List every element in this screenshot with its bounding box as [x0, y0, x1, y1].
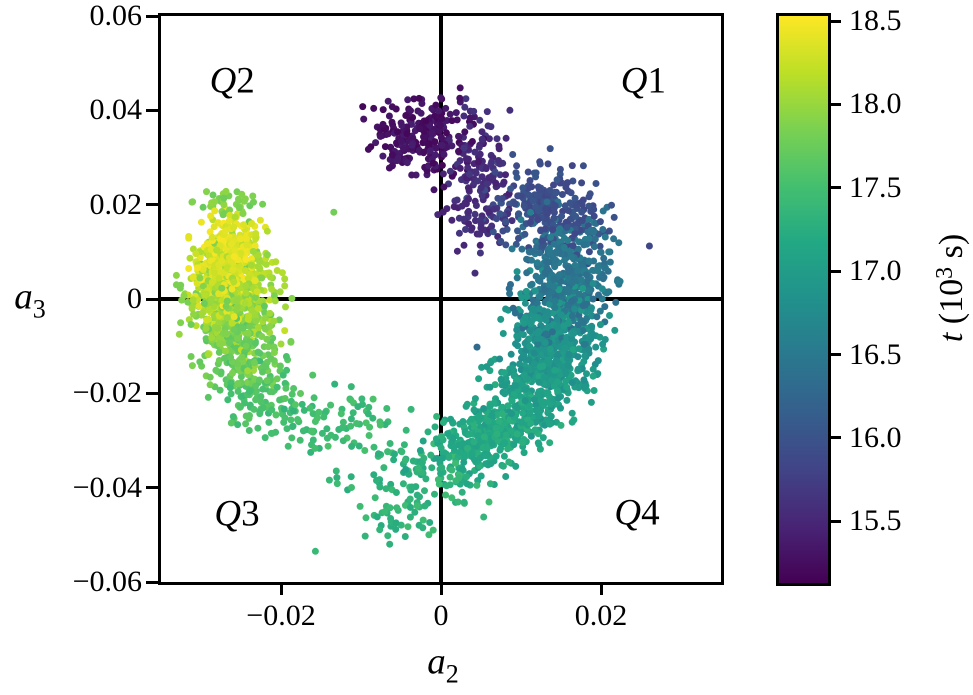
- quadrant-q4-number: 4: [641, 492, 660, 534]
- colorbar-tick-label: 17.5: [849, 170, 902, 204]
- x-axis-subscript: 2: [445, 659, 459, 689]
- quadrant-q2-number: 2: [236, 60, 255, 102]
- colorbar-gradient: [779, 16, 828, 583]
- colorbar-tick-mark: [831, 102, 841, 106]
- x-axis-title: a2: [427, 641, 459, 688]
- y-tick-label: −0.02: [72, 376, 142, 410]
- colorbar-tick-label: 15.5: [849, 504, 902, 538]
- y-zero-line: [161, 297, 721, 301]
- quadrant-q2-letter: Q: [209, 60, 237, 102]
- quadrant-label-q4: Q4: [614, 495, 659, 532]
- colorbar-tick-mark: [831, 269, 841, 273]
- y-tick-label: 0.04: [89, 93, 143, 127]
- x-tick-label: 0.02: [574, 599, 628, 632]
- y-tick-label: 0.06: [89, 0, 143, 32]
- colorbar-tick-mark: [831, 436, 841, 440]
- colorbar-tick-label: 18.0: [849, 87, 902, 121]
- colorbar-tick-mark: [831, 519, 841, 523]
- y-tick-label: −0.04: [72, 470, 142, 504]
- quadrant-label-q3: Q3: [214, 496, 259, 533]
- colorbar-tick-label: 16.5: [849, 337, 902, 371]
- y-tick-mark: [146, 297, 158, 301]
- quadrant-q3-letter: Q: [214, 493, 242, 535]
- y-axis-title: a3: [14, 276, 46, 323]
- x-tick-mark: [439, 585, 443, 595]
- y-tick-mark: [146, 203, 158, 207]
- x-tick-mark: [599, 585, 603, 595]
- quadrant-q3-number: 3: [241, 493, 260, 535]
- plot-area: Q1 Q2 Q3 Q4: [158, 13, 724, 585]
- colorbar-tick-mark: [831, 19, 841, 23]
- colorbar-tick-label: 16.0: [849, 420, 902, 454]
- y-tick-label: −0.06: [72, 565, 142, 598]
- y-axis-variable: a: [14, 276, 33, 318]
- scatter-points: [172, 84, 653, 555]
- y-tick-label: 0: [127, 282, 142, 315]
- quadrant-label-q1: Q1: [621, 63, 666, 100]
- x-tick-label: −0.02: [246, 599, 316, 632]
- y-tick-mark: [146, 14, 158, 18]
- y-tick-mark: [146, 391, 158, 395]
- quadrant-q1-number: 1: [647, 60, 667, 102]
- colorbar-tick-label: 17.0: [849, 254, 902, 288]
- colorbar-tick-mark: [831, 186, 841, 190]
- x-axis-variable: a: [427, 641, 446, 683]
- colorbar: [776, 13, 831, 586]
- quadrant-q4-letter: Q: [614, 492, 642, 534]
- y-tick-mark: [146, 580, 158, 584]
- y-tick-mark: [146, 108, 158, 112]
- quadrant-q1-letter: Q: [620, 60, 648, 102]
- y-axis-subscript: 3: [32, 294, 46, 324]
- colorbar-tick-mark: [831, 353, 841, 357]
- y-tick-mark: [146, 486, 158, 490]
- colorbar-tick-label: 18.5: [849, 4, 902, 37]
- x-tick-mark: [279, 585, 283, 595]
- y-tick-label: 0.02: [89, 187, 143, 221]
- quadrant-label-q2: Q2: [210, 63, 255, 100]
- x-tick-label: 0: [433, 599, 449, 632]
- colorbar-title: t (103 s): [932, 234, 970, 342]
